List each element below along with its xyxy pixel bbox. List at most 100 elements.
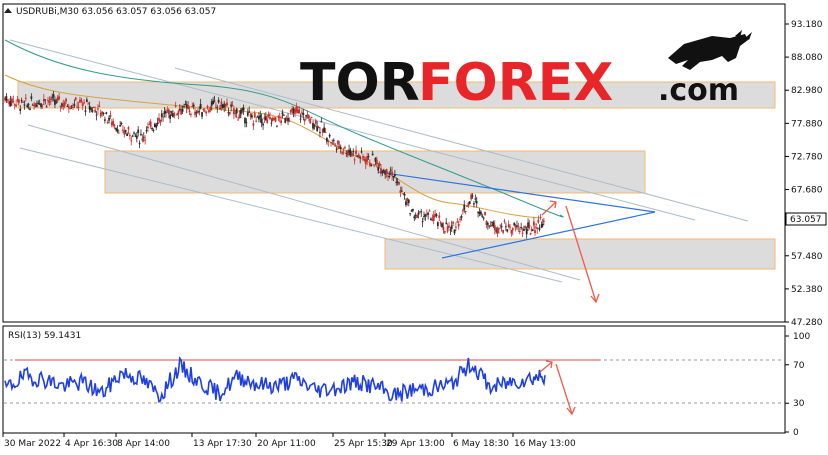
price-candle-body bbox=[109, 114, 112, 117]
price-candle-body bbox=[148, 123, 151, 125]
price-candle-body bbox=[5, 96, 8, 101]
price-candle-body bbox=[452, 222, 455, 224]
price-candle-body bbox=[302, 112, 305, 116]
price-candle-body bbox=[289, 109, 292, 113]
price-candle-body bbox=[421, 221, 424, 223]
triangle-upper-line bbox=[377, 171, 656, 213]
price-candle-body bbox=[202, 109, 205, 111]
price-candle-body bbox=[226, 102, 228, 106]
price-candle-body bbox=[140, 133, 142, 136]
price-candle-body bbox=[26, 105, 29, 108]
price-candle-body bbox=[335, 148, 338, 150]
price-candle-body bbox=[513, 222, 516, 226]
price-candle-body bbox=[441, 223, 443, 228]
rsi-y-tick-label: 70 bbox=[793, 361, 805, 371]
rsi-y-tick-label: 30 bbox=[793, 399, 805, 409]
price-candle-body bbox=[398, 181, 400, 185]
price-candle-body bbox=[502, 229, 504, 233]
price-candle-body bbox=[273, 118, 276, 120]
price-candle-body bbox=[514, 225, 517, 228]
price-candle-body bbox=[203, 110, 206, 112]
price-candle-body bbox=[159, 120, 162, 123]
price-candle-body bbox=[92, 106, 95, 108]
price-candle-body bbox=[352, 151, 355, 153]
price-candle-body bbox=[31, 104, 34, 106]
price-candle-body bbox=[489, 224, 492, 227]
price-candle-body bbox=[12, 100, 15, 102]
price-candle-body bbox=[59, 105, 62, 107]
price-candle-body bbox=[4, 97, 6, 101]
price-candle-body bbox=[282, 114, 285, 116]
y-tick-label: 82.980 bbox=[791, 86, 823, 96]
y-tick-label: 47.280 bbox=[791, 318, 823, 328]
y-tick-label: 67.680 bbox=[791, 186, 823, 196]
price-candle-body bbox=[536, 227, 539, 230]
price-candle-body bbox=[392, 176, 395, 178]
price-candle-body bbox=[291, 108, 294, 111]
chart-header: USDRUBi,M30 63.056 63.057 63.056 63.057 bbox=[4, 7, 216, 17]
price-candle-body bbox=[36, 104, 38, 107]
x-tick-label: 30 Mar 2022 bbox=[4, 439, 61, 449]
logo-part-forex: FOREX bbox=[418, 53, 613, 113]
price-candle-body bbox=[310, 116, 313, 118]
price-candle-body bbox=[420, 211, 423, 213]
price-candle-body bbox=[192, 104, 195, 107]
price-candle-body bbox=[116, 128, 119, 132]
price-candle-body bbox=[156, 122, 159, 125]
price-candle-body bbox=[149, 121, 152, 127]
y-tick-label: 72.780 bbox=[791, 152, 823, 162]
price-candle-body bbox=[527, 222, 529, 228]
price-candle-body bbox=[269, 116, 271, 120]
price-candle-body bbox=[436, 222, 439, 226]
price-candle-body bbox=[113, 125, 116, 127]
price-candle-body bbox=[221, 104, 224, 109]
price-candle-body bbox=[377, 167, 380, 171]
price-candle-body bbox=[380, 168, 382, 174]
price-candle-body bbox=[37, 102, 40, 105]
price-candle-body bbox=[117, 132, 120, 134]
y-tick-label: 88.080 bbox=[791, 53, 823, 63]
price-candle-body bbox=[219, 107, 221, 109]
price-candle-body bbox=[531, 229, 534, 231]
x-tick-label: 8 Apr 14:00 bbox=[117, 439, 170, 449]
price-candle-body bbox=[477, 211, 480, 213]
price-candle-body bbox=[464, 210, 467, 212]
price-candle-body bbox=[105, 112, 108, 114]
price-candle-body bbox=[126, 133, 128, 137]
forecast-arrow-price bbox=[541, 200, 600, 304]
price-candle-body bbox=[33, 105, 36, 107]
support-zone-lower bbox=[384, 238, 776, 270]
y-axis-rsi: 100 70 30 0 bbox=[785, 332, 810, 438]
price-candle-body bbox=[91, 110, 94, 112]
price-candle-body bbox=[181, 109, 184, 112]
chart-symbol-readout: USDRUBi,M30 63.056 63.057 63.056 63.057 bbox=[16, 7, 216, 17]
price-candle-body bbox=[443, 231, 446, 233]
price-candle-body bbox=[406, 198, 409, 201]
rsi-panel: RSI(13) 59.1431 100 70 30 0 bbox=[4, 331, 810, 438]
price-candle-body bbox=[416, 214, 418, 218]
current-price-label: 63.057 bbox=[790, 215, 822, 225]
price-candle-body bbox=[80, 99, 83, 102]
price-candle-body bbox=[500, 226, 503, 228]
price-candle-body bbox=[166, 110, 169, 112]
price-candle-body bbox=[461, 210, 464, 212]
price-candle-body bbox=[381, 170, 384, 173]
price-candle-body bbox=[184, 104, 187, 106]
price-candle-body bbox=[16, 99, 19, 101]
price-candle-body bbox=[217, 100, 220, 103]
price-candle-body bbox=[294, 110, 296, 114]
price-candle-body bbox=[253, 113, 256, 118]
price-candle-body bbox=[281, 112, 284, 115]
torforex-logo: TOR FOREX .com bbox=[300, 30, 752, 113]
price-candle-body bbox=[529, 232, 532, 235]
price-candle-body bbox=[74, 97, 77, 100]
price-candle-body bbox=[417, 212, 420, 215]
rsi-panel-frame bbox=[2, 325, 786, 434]
price-candle-body bbox=[248, 111, 251, 113]
price-candle-body bbox=[101, 111, 104, 114]
price-candle-body bbox=[334, 144, 337, 147]
price-candle-body bbox=[102, 112, 105, 115]
price-candle-body bbox=[493, 225, 496, 231]
price-candle-body bbox=[338, 145, 341, 149]
